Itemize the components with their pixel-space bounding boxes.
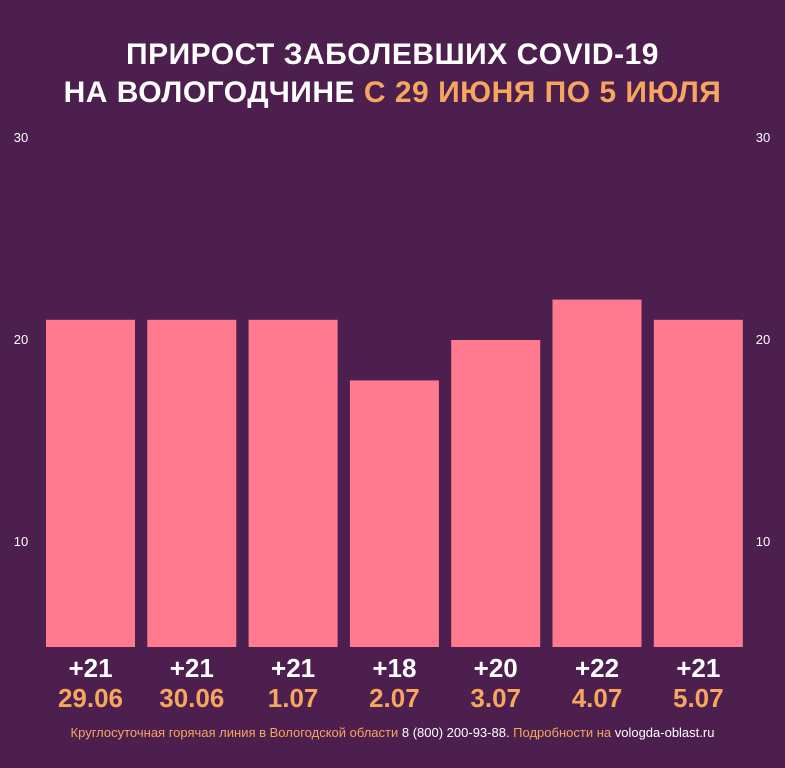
x-category-label: 3.07 — [470, 683, 521, 713]
y-tick-label-left: 20 — [14, 332, 28, 347]
x-category-label: 2.07 — [369, 683, 420, 713]
title-line-2: НА ВОЛОГОДЧИНЕ С 29 ИЮНЯ ПО 5 ИЮЛЯ — [0, 74, 785, 112]
y-tick-label-right: 10 — [756, 534, 770, 549]
bar-value-label: +18 — [372, 653, 416, 683]
footer-text-1: Круглосуточная горячая линия в Вологодск… — [70, 725, 402, 740]
footer-note: Круглосуточная горячая линия в Вологодск… — [0, 725, 785, 740]
x-category-label: 30.06 — [159, 683, 224, 713]
bar-value-label: +21 — [170, 653, 214, 683]
x-category-label: 4.07 — [572, 683, 623, 713]
chart-title: ПРИРОСТ ЗАБОЛЕВШИХ COVID-19 НА ВОЛОГОДЧИ… — [0, 36, 785, 112]
footer-site: vologda-oblast.ru — [614, 725, 715, 740]
bar — [46, 319, 135, 647]
y-tick-label-right: 20 — [756, 332, 770, 347]
x-category-label: 1.07 — [268, 683, 319, 713]
bar-value-label: +21 — [271, 653, 315, 683]
bar — [451, 340, 541, 647]
bar — [147, 319, 237, 647]
bar — [552, 299, 642, 647]
title-line-1: ПРИРОСТ ЗАБОЛЕВШИХ COVID-19 — [126, 38, 659, 71]
y-tick-label-right: 30 — [756, 130, 770, 145]
bar-value-label: +22 — [575, 653, 619, 683]
bar — [349, 380, 439, 647]
bar — [653, 319, 743, 647]
bar — [248, 319, 338, 647]
bar-value-label: +21 — [676, 653, 720, 683]
y-tick-label-left: 10 — [14, 534, 28, 549]
footer-phone: 8 (800) 200-93-88. — [401, 725, 510, 740]
footer-text-2: Подробности на — [509, 725, 615, 740]
title-date-range: С 29 ИЮНЯ ПО 5 ИЮЛЯ — [363, 76, 722, 109]
x-category-label: 5.07 — [673, 683, 724, 713]
y-tick-label-left: 30 — [14, 130, 28, 145]
x-category-label: 29.06 — [58, 683, 123, 713]
bar-value-label: +21 — [68, 653, 112, 683]
title-line-2-main: НА ВОЛОГОДЧИНЕ — [63, 76, 364, 109]
bar-value-label: +20 — [474, 653, 518, 683]
